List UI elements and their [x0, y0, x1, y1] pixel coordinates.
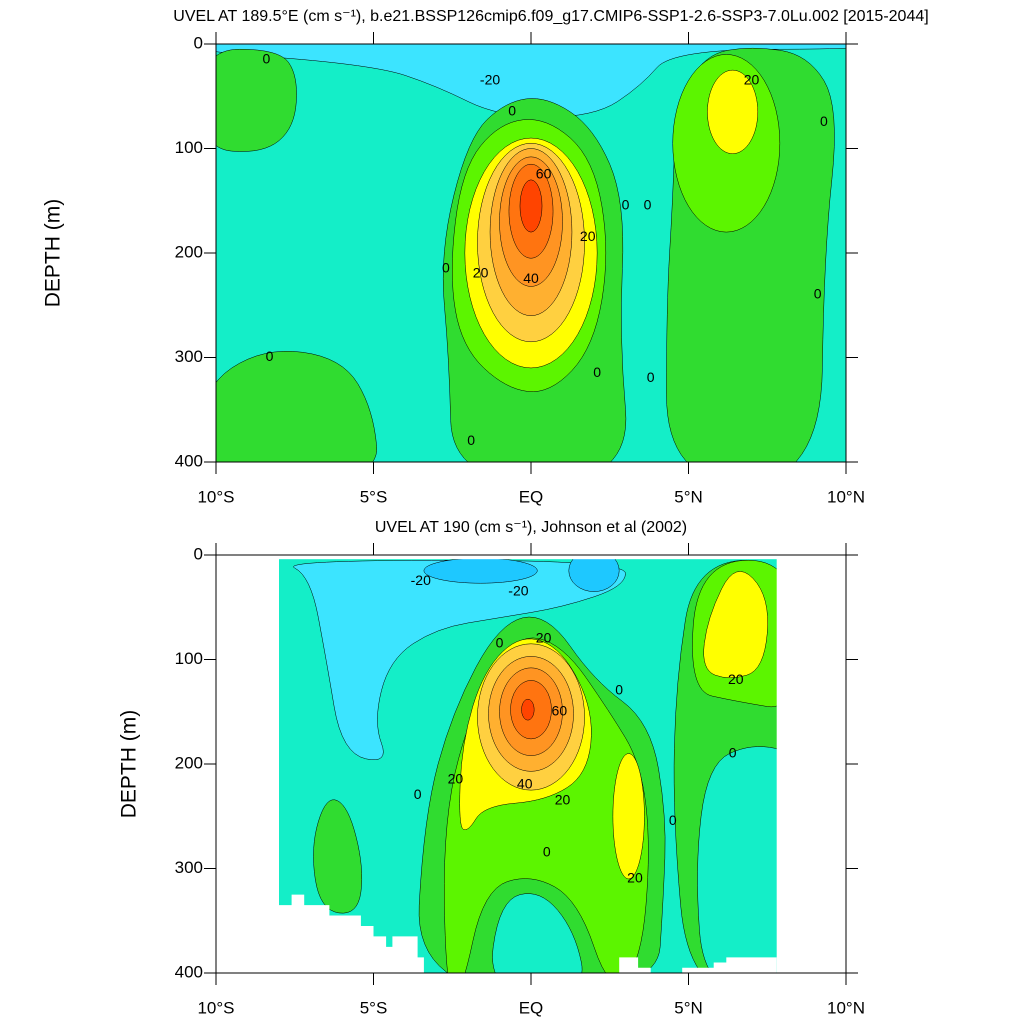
contour-label: 40 [523, 270, 539, 286]
contour-label: 20 [627, 870, 643, 886]
contour-label: 0 [615, 682, 623, 698]
y-tick-label: 200 [175, 753, 203, 772]
contour-fill [313, 799, 363, 914]
contour-fill [568, 555, 620, 592]
chart-title: UVEL AT 190 (cm s⁻¹), Johnson et al (200… [375, 519, 687, 536]
contour-label: 0 [729, 744, 737, 760]
contour-label: 20 [580, 228, 596, 244]
y-axis-label: DEPTH (m) [118, 710, 141, 819]
missing-data [216, 555, 279, 973]
x-tick-label: 10°S [197, 998, 234, 1017]
contour-label: 20 [728, 671, 744, 687]
x-tick-label: 5°N [674, 487, 703, 506]
contour-fill [521, 698, 535, 721]
x-tick-label: EQ [519, 998, 544, 1017]
contour-fill [293, 559, 626, 761]
y-tick-label: 400 [175, 962, 203, 981]
x-tick-label: 10°S [197, 487, 234, 506]
x-tick-label: 10°N [827, 998, 865, 1017]
missing-data [619, 957, 777, 973]
contour-fill [707, 69, 759, 154]
contour-label: 0 [593, 364, 601, 380]
y-tick-label: 100 [175, 649, 203, 668]
contour-label: 0 [669, 812, 677, 828]
contour-label: 0 [814, 286, 822, 302]
y-tick-label: 0 [194, 544, 203, 563]
missing-data [776, 555, 846, 973]
contour-label: 60 [536, 165, 552, 181]
contour-label: 20 [744, 71, 760, 87]
contour-fill [216, 350, 377, 462]
contour-label: 0 [263, 50, 271, 66]
x-tick-label: 5°S [360, 998, 388, 1017]
y-tick-label: 100 [175, 138, 203, 157]
contour-label: 20 [473, 265, 489, 281]
contour-label: 20 [555, 791, 571, 807]
x-tick-label: 5°N [674, 998, 703, 1017]
y-tick-label: 300 [175, 858, 203, 877]
y-tick-label: 400 [175, 451, 203, 470]
contour-label: -20 [508, 582, 528, 598]
contour-fill [423, 557, 538, 584]
contour-fill [216, 48, 297, 152]
contour-label: -20 [480, 71, 500, 87]
contour-label: -20 [411, 572, 431, 588]
contour-label: 0 [647, 369, 655, 385]
contour-fill [216, 44, 846, 118]
contour-label: 0 [414, 786, 422, 802]
y-axis-label: DEPTH (m) [42, 199, 65, 308]
contour-label: 0 [820, 113, 828, 129]
contour-fill [492, 893, 583, 973]
contour-label: 0 [508, 103, 516, 119]
y-tick-label: 0 [194, 33, 203, 52]
missing-data [279, 894, 424, 973]
contour-label: 0 [442, 259, 450, 275]
contour-fill [612, 753, 645, 880]
contour-label: 20 [448, 770, 464, 786]
contour-label: 0 [266, 348, 274, 364]
x-tick-label: 5°S [360, 487, 388, 506]
x-tick-label: EQ [519, 487, 544, 506]
contour-label: 0 [496, 635, 504, 651]
y-tick-label: 200 [175, 242, 203, 261]
y-tick-label: 300 [175, 347, 203, 366]
contour-label: 60 [552, 702, 568, 718]
contour-fill [703, 571, 768, 679]
contour-label: 0 [644, 197, 652, 213]
contour-label: 0 [622, 197, 630, 213]
contour-fill [519, 179, 543, 233]
contour-label: 40 [517, 776, 533, 792]
plot-area [216, 44, 846, 462]
missing-data [216, 555, 846, 560]
contour-label: 0 [543, 844, 551, 860]
contour-label: 0 [467, 432, 475, 448]
chart-title: UVEL AT 189.5°E (cm s⁻¹), b.e21.BSSP126c… [173, 8, 928, 25]
plot-area [216, 555, 846, 973]
x-tick-label: 10°N [827, 487, 865, 506]
contour-label: 20 [536, 629, 552, 645]
